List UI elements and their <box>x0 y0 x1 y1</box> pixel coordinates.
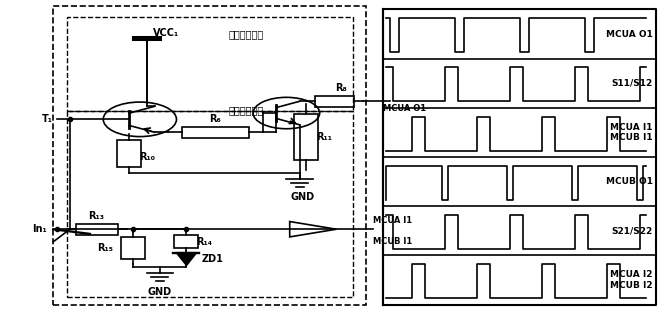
Bar <box>294 114 318 160</box>
Text: MCUA I1
MCUB I1: MCUA I1 MCUB I1 <box>610 123 653 142</box>
Text: MCUB I1: MCUB I1 <box>373 237 412 246</box>
Text: In₁: In₁ <box>32 224 47 234</box>
Bar <box>53 6 366 305</box>
Text: 输入驱动电路: 输入驱动电路 <box>229 30 264 40</box>
Bar <box>67 111 353 297</box>
Text: R₁₅: R₁₅ <box>97 243 113 253</box>
Polygon shape <box>176 253 196 265</box>
Text: S21/S22: S21/S22 <box>611 226 653 235</box>
Text: R₁₁: R₁₁ <box>316 132 332 142</box>
Bar <box>117 140 141 167</box>
Text: GND: GND <box>148 287 172 297</box>
Text: R₁₀: R₁₀ <box>139 152 155 162</box>
Text: VCC₁: VCC₁ <box>153 28 179 38</box>
Text: R₁₄: R₁₄ <box>196 237 212 247</box>
Text: T₁: T₁ <box>42 114 53 124</box>
Text: S11/S12: S11/S12 <box>611 79 653 88</box>
Bar <box>182 127 249 138</box>
Text: MCUA I1: MCUA I1 <box>373 215 412 225</box>
Text: MCUA O1: MCUA O1 <box>606 30 653 39</box>
Bar <box>315 95 354 107</box>
Text: ZD1: ZD1 <box>202 254 223 264</box>
Bar <box>75 224 117 235</box>
Bar <box>67 17 353 111</box>
Text: MCUB O1: MCUB O1 <box>605 177 653 186</box>
Text: MCUA O1: MCUA O1 <box>383 104 426 113</box>
Bar <box>121 237 145 259</box>
Text: 输入采样电路: 输入采样电路 <box>229 105 264 115</box>
Text: R₆: R₆ <box>210 114 221 124</box>
Text: GND: GND <box>291 192 315 202</box>
Text: R₁₃: R₁₃ <box>89 211 105 221</box>
Bar <box>174 235 198 248</box>
Text: MCUA I2
MCUB I2: MCUA I2 MCUB I2 <box>610 270 653 290</box>
Text: R₈: R₈ <box>336 84 347 94</box>
